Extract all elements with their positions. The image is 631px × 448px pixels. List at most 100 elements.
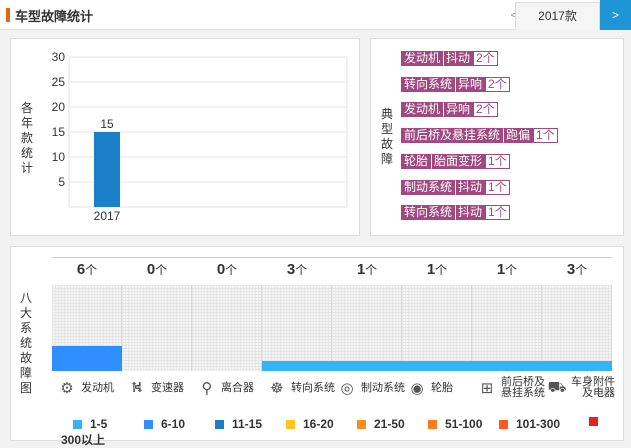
system-column[interactable] xyxy=(472,285,542,371)
system-name: 车身附件 及电器 xyxy=(571,376,615,399)
bar-value-label: 15 xyxy=(100,117,114,131)
fault-item[interactable]: 发动机 抖动 2个 xyxy=(401,51,498,66)
legend-swatch xyxy=(428,419,437,429)
fault-type: 异响 xyxy=(455,76,486,92)
fault-count: 2个 xyxy=(485,76,510,92)
system-count: 0个 xyxy=(146,261,168,278)
system-name: 转向系统 xyxy=(291,381,335,394)
fault-item[interactable]: 制动系统 抖动 1个 xyxy=(401,179,510,195)
legend-swatch xyxy=(215,419,224,429)
bar-2017 xyxy=(94,132,120,207)
legend-item: 11-15 xyxy=(215,417,262,431)
grid-top-line xyxy=(52,257,612,258)
typical-faults-panel: 典型故障 发动机 抖动 2个 转向系统 异响 2个 发动机 异响 2个 前后桥及悬挂系统 跑偏 1个轮… xyxy=(370,38,624,236)
legend-label: 16-20 xyxy=(303,417,334,431)
steering-wheel-icon: ☸ xyxy=(270,380,284,397)
system-column[interactable] xyxy=(122,285,192,371)
system-label[interactable]: ⊞ 前后桥及 悬挂系统 xyxy=(476,375,545,401)
legend-label: 6-10 xyxy=(161,417,186,431)
system-column[interactable] xyxy=(542,285,612,371)
fault-system: 制动系统 xyxy=(401,179,456,195)
next-year-button[interactable]: > xyxy=(600,0,631,30)
legend-label: 1-5 xyxy=(90,417,108,431)
system-fill-bar xyxy=(262,361,332,371)
yearly-bar-chart: 5 10 15 20 25 30 15 2017 xyxy=(52,50,348,223)
typical-faults-title: 典型故障 xyxy=(380,107,393,166)
y-tick-label: 30 xyxy=(52,50,66,64)
legend-swatch xyxy=(589,417,598,426)
x-category-label: 2017 xyxy=(94,209,121,223)
fault-item[interactable]: 转向系统 异响 2个 xyxy=(401,76,510,92)
system-count: 3个 xyxy=(286,261,308,278)
fault-count: 1个 xyxy=(485,153,510,169)
legend-swatch xyxy=(144,419,153,429)
legend-item: 1-5 xyxy=(73,417,107,431)
legend-label: 21-50 xyxy=(374,417,405,431)
fault-count: 2个 xyxy=(473,51,498,66)
legend-label: 51-100 xyxy=(445,417,483,431)
clutch-pedal-icon: ⚲ xyxy=(201,380,213,397)
legend-item: 16-20 xyxy=(286,417,334,431)
system-column[interactable] xyxy=(402,285,472,371)
fault-system: 转向系统 xyxy=(401,76,456,92)
fault-type: 抖动 xyxy=(455,205,486,221)
tire-icon: ◉ xyxy=(410,380,424,397)
system-label[interactable]: ⛕ 变速器 xyxy=(126,375,184,401)
system-label[interactable]: ⛟ 车身附件 及电器 xyxy=(546,375,615,401)
system-label[interactable]: ☸ 转向系统 xyxy=(266,375,335,401)
fault-type: 抖动 xyxy=(455,179,486,195)
y-tick-label: 5 xyxy=(58,175,65,189)
prev-year-button[interactable]: < xyxy=(510,8,518,22)
fault-item[interactable]: 转向系统 抖动 1个 xyxy=(401,205,510,221)
legend-item: 101-300 xyxy=(499,417,560,431)
fault-item[interactable]: 前后桥及悬挂系统 跑偏 1个 xyxy=(401,128,558,144)
fault-item[interactable]: 轮胎 胎面变形 1个 xyxy=(401,153,510,169)
system-column[interactable] xyxy=(52,285,122,371)
system-name: 制动系统 xyxy=(361,381,405,394)
gearshift-icon: ⛕ xyxy=(131,378,143,396)
system-label[interactable]: ◎ 制动系统 xyxy=(336,375,405,401)
axle-icon: ⊞ xyxy=(480,380,494,397)
fault-count: 1个 xyxy=(485,179,510,195)
system-fill-bar xyxy=(332,361,402,371)
tab-year-2017[interactable]: 2017款 xyxy=(515,2,600,30)
fault-type: 跑偏 xyxy=(503,128,534,144)
system-count: 6个 xyxy=(76,261,98,278)
system-column[interactable] xyxy=(262,285,332,371)
system-name: 变速器 xyxy=(151,381,184,394)
brake-disc-icon: ◎ xyxy=(340,380,354,397)
header-bar: 车型故障统计 < 2017款 > xyxy=(0,0,631,30)
yearly-axis-title: 各年款统计 xyxy=(20,101,33,175)
legend-swatch xyxy=(73,419,82,429)
system-fill-bar xyxy=(472,361,542,371)
y-tick-label: 10 xyxy=(52,150,66,164)
system-count: 3个 xyxy=(566,261,588,278)
fault-system: 发动机 xyxy=(401,51,444,66)
yearly-stats-panel: 各年款统计 5 10 15 20 25 30 15 2017 xyxy=(10,38,360,236)
y-tick-label: 25 xyxy=(52,75,66,89)
system-count: 1个 xyxy=(356,261,378,278)
fault-system: 前后桥及悬挂系统 xyxy=(401,128,504,144)
system-fill-bar xyxy=(52,346,122,371)
system-name: 轮胎 xyxy=(431,381,453,394)
y-tick-label: 15 xyxy=(52,125,66,139)
system-column[interactable] xyxy=(192,285,262,371)
car-body-icon: ⛟ xyxy=(547,378,567,396)
system-column[interactable] xyxy=(332,285,402,371)
title-accent-bar xyxy=(6,8,10,22)
system-count: 0个 xyxy=(216,261,238,278)
fault-system: 发动机 xyxy=(401,102,444,118)
fault-system: 转向系统 xyxy=(401,205,456,221)
system-label[interactable]: ◉ 轮胎 xyxy=(406,375,453,401)
legend-swatch xyxy=(286,419,295,429)
fault-item[interactable]: 发动机 异响 2个 xyxy=(401,102,498,118)
legend-label: 101-300 xyxy=(516,417,561,431)
fault-count: 2个 xyxy=(473,102,498,118)
fault-system: 轮胎 xyxy=(401,153,432,169)
system-label[interactable]: ⚲ 离合器 xyxy=(196,375,255,401)
fault-type: 胎面变形 xyxy=(431,153,486,169)
y-tick-label: 20 xyxy=(52,100,66,114)
eight-systems-panel: 八大系统故障图 6个 ⚙ 发动机 0个 ⛕ 变速器 0个 ⚲ 离合器 3个 ☸ 转向系统 1个 ◎ 制动系统… xyxy=(10,246,624,447)
system-fill-bar xyxy=(402,361,472,371)
system-label[interactable]: ⚙ 发动机 xyxy=(56,375,114,401)
